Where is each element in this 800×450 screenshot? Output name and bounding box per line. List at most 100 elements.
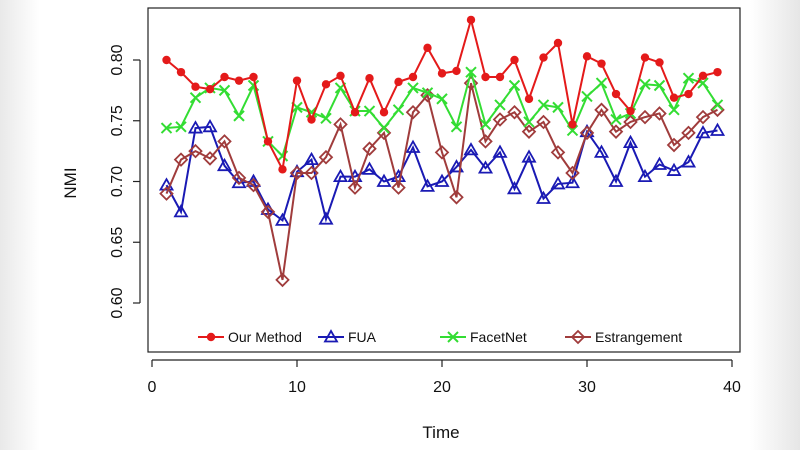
y-tick-label: 0.75 [109, 105, 126, 136]
data-point-fua [202, 119, 218, 133]
x-tick-label: 30 [578, 379, 596, 396]
data-point-estrangement [666, 137, 682, 153]
data-point-our-method [423, 43, 432, 53]
data-point-estrangement [478, 134, 493, 149]
y-tick-label: 0.65 [109, 227, 126, 258]
y-axis-label: NMI [61, 167, 80, 198]
data-point-facetnet [523, 116, 535, 128]
data-point-estrangement [681, 125, 696, 141]
data-point-fua [666, 162, 682, 176]
data-point-estrangement [159, 186, 174, 201]
data-point-our-method [263, 137, 273, 146]
data-point-our-method [495, 72, 505, 82]
data-point-facetnet [508, 79, 521, 92]
data-point-facetnet [218, 84, 231, 97]
data-point-estrangement [434, 145, 450, 160]
legend: Our Method FUA FacetNet Estrangement [198, 329, 682, 345]
data-point-fua [608, 173, 624, 187]
data-point-our-method [698, 71, 708, 80]
data-point-our-method [379, 108, 389, 117]
data-point-facetnet [668, 104, 680, 116]
data-point-facetnet [711, 99, 724, 111]
data-point-estrangement [463, 75, 479, 91]
data-point-fua [376, 173, 392, 187]
data-point-fua [506, 180, 523, 195]
legend-marker [323, 329, 339, 343]
data-point-our-method [321, 80, 331, 89]
data-point-estrangement [289, 165, 305, 181]
data-point-our-method [205, 84, 215, 94]
data-point-estrangement [304, 165, 319, 181]
data-point-facetnet [175, 121, 187, 133]
data-point-estrangement [362, 141, 377, 156]
data-point-our-method [437, 69, 447, 78]
data-point-facetnet [450, 121, 463, 133]
data-point-our-method [655, 58, 664, 67]
legend-item-estrangement: Estrangement [565, 329, 682, 345]
series-line-estrangement [165, 82, 718, 281]
data-point-estrangement [231, 170, 247, 186]
data-point-our-method [452, 66, 461, 76]
data-point-estrangement [173, 152, 189, 167]
series-facetnet [160, 66, 724, 162]
x-axis-label: Time [422, 423, 459, 442]
axes-layer: 0 10 20 30 40 0.60 0.65 0.70 0.75 0.80 [109, 44, 741, 396]
data-point-fua [318, 211, 334, 225]
data-point-fua [550, 176, 566, 190]
data-point-estrangement [449, 190, 464, 205]
legend-item-fua: FUA [318, 329, 377, 345]
data-point-estrangement [202, 151, 218, 166]
data-point-fua [593, 144, 610, 158]
data-point-facetnet [421, 87, 434, 99]
data-point-estrangement [521, 124, 537, 139]
data-point-estrangement [608, 124, 624, 139]
data-point-facetnet [639, 78, 651, 91]
data-point-estrangement [391, 180, 406, 195]
data-point-fua [303, 151, 320, 166]
legend-marker [447, 331, 459, 343]
data-point-our-method [568, 120, 577, 129]
data-point-our-method [162, 55, 171, 65]
data-point-our-method [669, 93, 679, 102]
data-point-our-method [684, 89, 693, 99]
data-point-estrangement [318, 149, 334, 165]
data-point-estrangement [275, 272, 290, 288]
data-point-our-method [466, 15, 476, 25]
data-point-our-method [524, 94, 534, 104]
data-point-fua [173, 204, 189, 218]
legend-label: Estrangement [595, 329, 682, 345]
data-point-our-method [307, 115, 316, 124]
data-point-facetnet [479, 118, 492, 131]
data-point-our-method [365, 74, 374, 83]
data-point-facetnet [233, 110, 245, 122]
data-point-fua [622, 134, 639, 149]
legend-item-facetnet: FacetNet [440, 329, 527, 345]
data-point-our-method [481, 72, 490, 82]
data-point-facetnet [392, 104, 405, 116]
data-point-our-method [611, 89, 621, 99]
legend-label: Our Method [228, 329, 302, 345]
data-point-fua [419, 178, 436, 192]
y-tick-label: 0.80 [109, 44, 126, 75]
data-point-facetnet [465, 66, 477, 78]
data-point-estrangement [188, 143, 203, 159]
x-tick-label: 0 [148, 379, 157, 396]
series-our-method [162, 15, 722, 174]
legend-label: FUA [348, 329, 377, 345]
data-point-facetnet [407, 82, 419, 94]
data-point-fua [695, 125, 711, 139]
data-point-facetnet [320, 112, 332, 125]
data-point-estrangement [623, 114, 638, 130]
data-point-facetnet [363, 105, 376, 117]
data-point-estrangement [405, 104, 421, 120]
data-point-estrangement [420, 87, 435, 103]
series-line-fua [165, 125, 718, 223]
data-point-estrangement [333, 117, 348, 132]
legend-item-our-method: Our Method [198, 329, 302, 345]
data-point-fua [709, 122, 726, 136]
data-point-our-method [234, 76, 244, 85]
x-tick-label: 10 [288, 379, 306, 396]
data-point-our-method [292, 76, 302, 85]
data-point-estrangement [536, 114, 551, 130]
data-point-fua [405, 139, 421, 153]
